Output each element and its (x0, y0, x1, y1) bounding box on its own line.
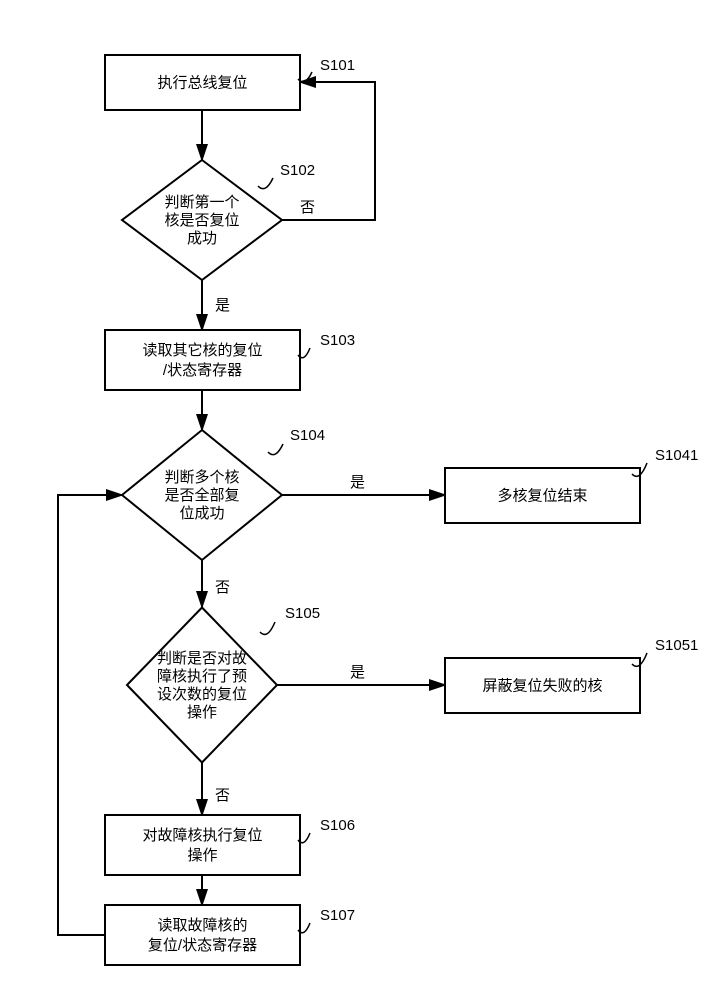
step-connector (258, 178, 273, 189)
step-connector (260, 622, 275, 634)
diamond-text: 判断多个核 (164, 469, 239, 486)
step-label: S102 (280, 162, 315, 179)
box-text: 读取故障核的 (157, 916, 247, 934)
diamond-text: 障核执行了预 (157, 667, 247, 685)
edge-label: 是 (215, 297, 230, 314)
step-label: S107 (320, 907, 355, 924)
diamond-text: 设次数的复位 (157, 685, 247, 703)
step-label: S105 (285, 605, 320, 622)
box-text: 执行总线复位 (157, 74, 247, 92)
box-text: 读取其它核的复位 (142, 341, 262, 359)
process-box (105, 905, 300, 965)
step-label: S104 (290, 427, 325, 444)
box-text: 复位/状态寄存器 (148, 936, 257, 954)
diamond-text: 核是否复位 (164, 211, 239, 229)
step-label: S106 (320, 817, 355, 834)
edge-label: 是 (350, 474, 365, 491)
box-text: 对故障核执行复位 (142, 826, 262, 844)
diamond-text: 操作 (187, 704, 217, 721)
box-text: 操作 (187, 847, 217, 864)
box-text: 多核复位结束 (497, 487, 587, 505)
decision-diamond (127, 608, 277, 763)
edge-label: 是 (350, 664, 365, 681)
flowchart: 是否是否是否执行总线复位S101判断第一个核是否复位成功S102读取其它核的复位… (0, 0, 728, 1000)
process-box (105, 815, 300, 875)
diamond-text: 判断是否对故 (157, 650, 247, 667)
edge-label: 否 (215, 579, 230, 596)
step-label: S101 (320, 57, 355, 74)
process-box (105, 330, 300, 390)
box-text: 屏蔽复位失败的核 (482, 677, 602, 695)
edge-label: 否 (300, 199, 315, 216)
step-label: S103 (320, 332, 355, 349)
edge-label: 否 (215, 787, 230, 804)
diamond-text: 成功 (187, 230, 217, 247)
step-label: S1041 (655, 447, 698, 464)
step-label: S1051 (655, 637, 698, 654)
step-connector (268, 444, 283, 455)
diamond-text: 是否全部复 (164, 486, 239, 504)
box-text: /状态寄存器 (163, 361, 242, 379)
diamond-text: 位成功 (179, 505, 224, 522)
diamond-text: 判断第一个 (164, 193, 239, 211)
